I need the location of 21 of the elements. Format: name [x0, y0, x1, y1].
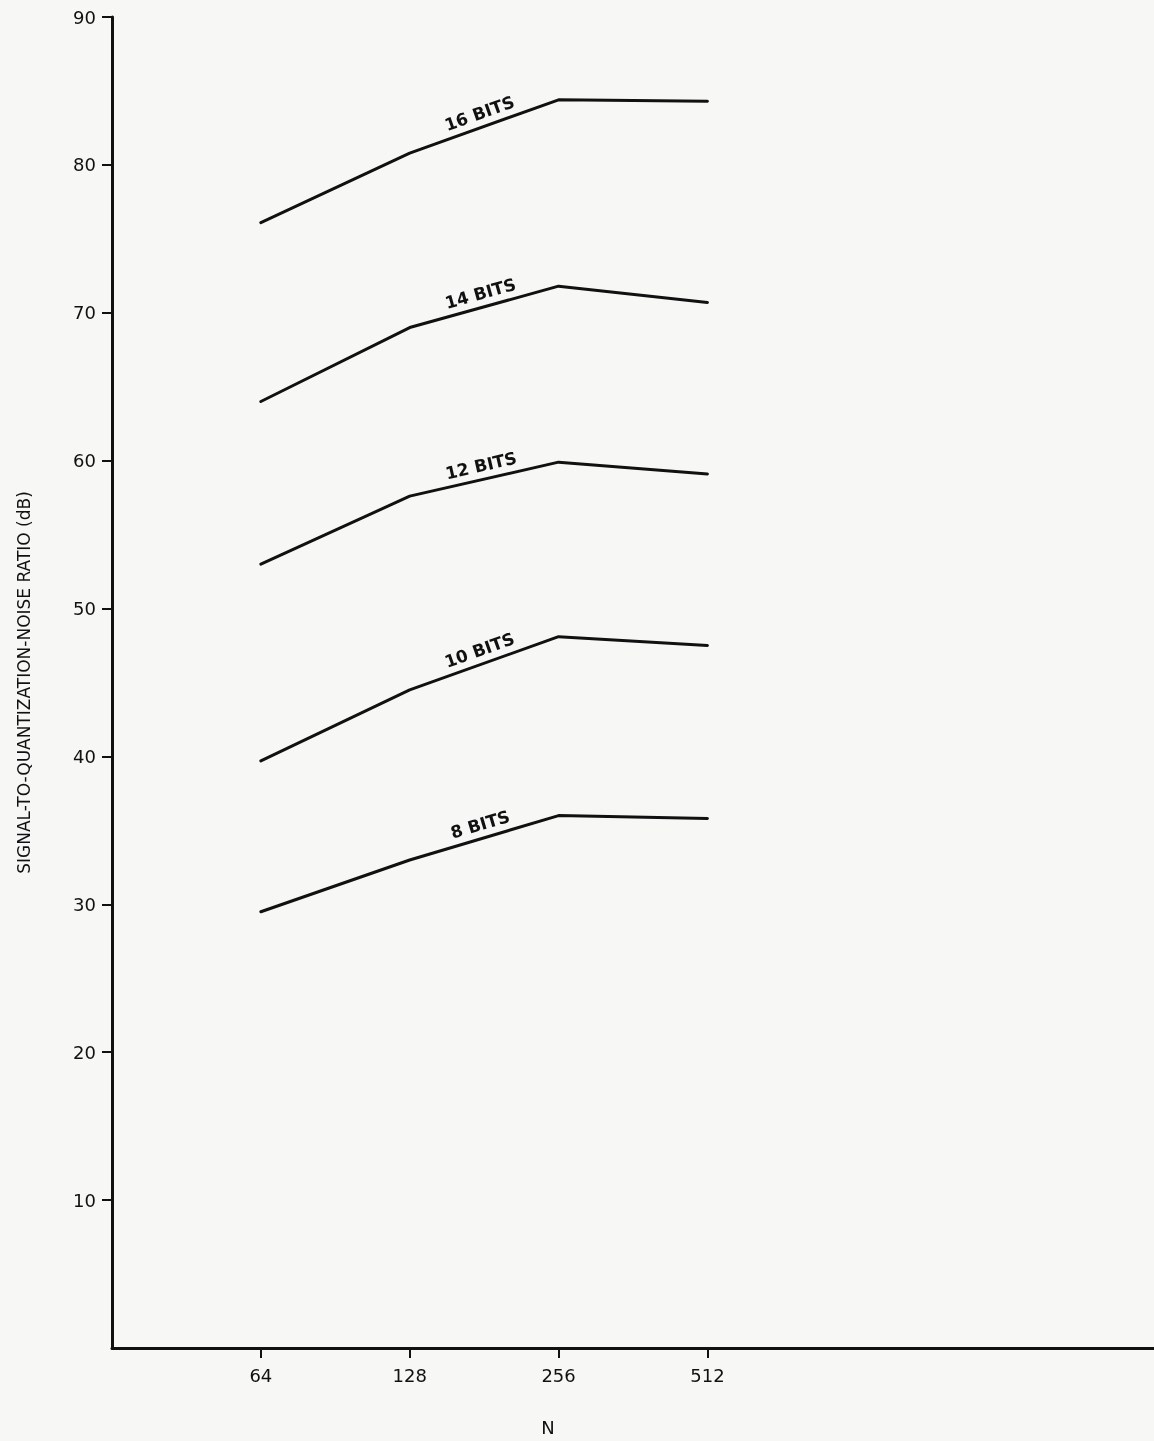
x-tick-label: 64 [249, 1364, 273, 1386]
y-tick-label: 20 [73, 1041, 96, 1063]
y-tick-label: 50 [73, 598, 96, 620]
text: 12 BITS [443, 447, 519, 484]
y-tick-label: 30 [73, 893, 96, 915]
text: 14 BITS [442, 274, 519, 313]
y-tick-label: 10 [73, 1189, 96, 1211]
y-tick-label: 80 [73, 154, 96, 176]
y-axis-title: SIGNAL-TO-QUANTIZATION-NOISE RATIO (dB) [13, 491, 34, 874]
x-axis-title: N [541, 1416, 555, 1438]
line-series [259, 98, 709, 225]
y-tick-label: 40 [73, 745, 96, 767]
y-tick-label: 90 [73, 6, 96, 28]
text: 8 BITS [448, 806, 513, 843]
x-tick-label: 512 [690, 1364, 725, 1386]
y-tick-label: 60 [73, 450, 96, 472]
text: 16 BITS [441, 91, 518, 135]
x-tick-label: 256 [541, 1364, 576, 1386]
text: 10 BITS [441, 628, 518, 672]
x-tick-label: 128 [392, 1364, 427, 1386]
y-tick-label: 70 [73, 302, 96, 324]
